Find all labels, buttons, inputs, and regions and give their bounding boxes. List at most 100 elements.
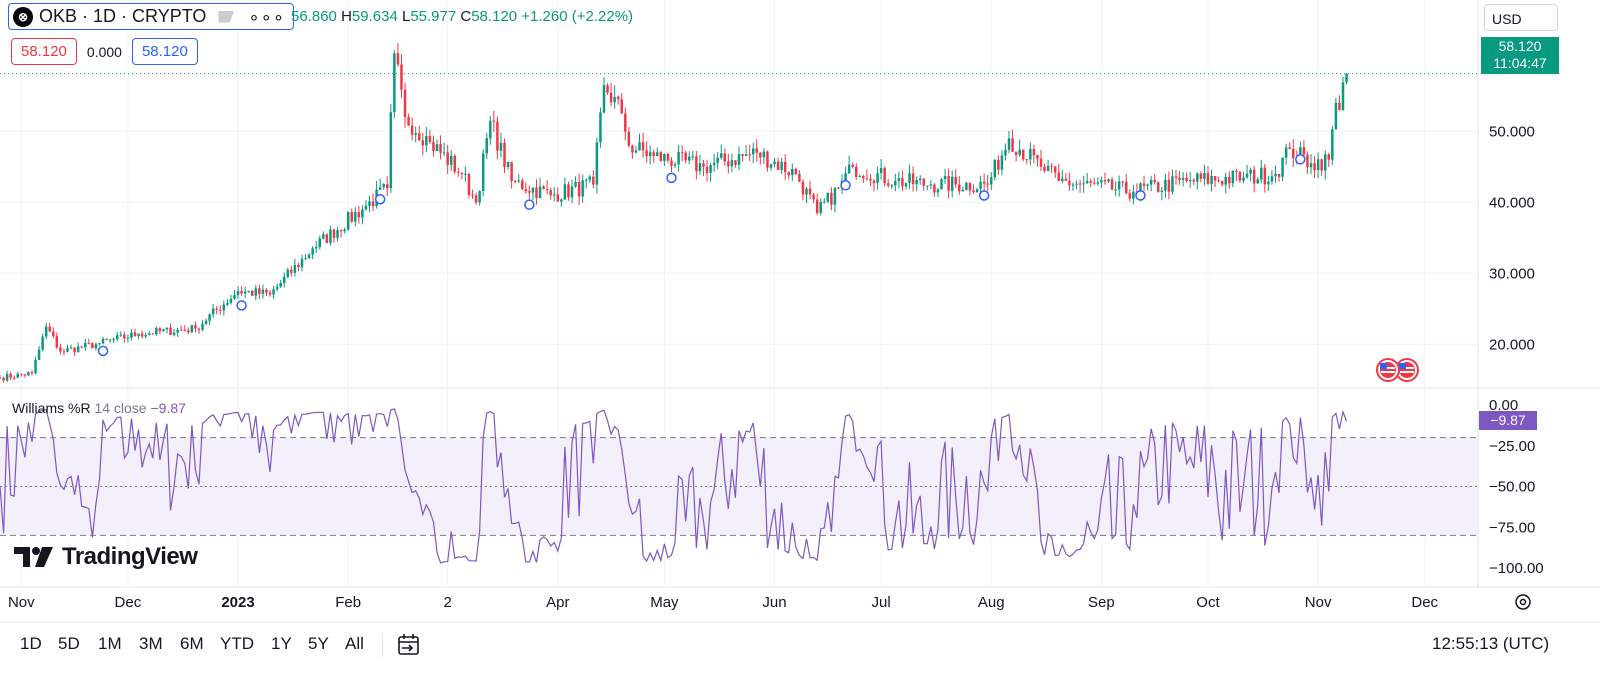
candle-body (744, 154, 748, 156)
candle-body (673, 164, 677, 166)
price-axis-label: 50.000 (1489, 123, 1535, 140)
candle-body (865, 178, 869, 180)
candle-body (677, 152, 680, 165)
range-1m-button[interactable]: 1M (98, 634, 122, 653)
range-5y-button[interactable]: 5Y (308, 634, 329, 653)
candle-body (1199, 173, 1203, 179)
range-1y-button[interactable]: 1Y (271, 634, 292, 653)
candle-body (947, 175, 950, 191)
tradingview-logo-icon (14, 547, 53, 567)
candle-body (577, 181, 581, 197)
goto-date-icon[interactable] (396, 632, 422, 658)
candle-body (282, 276, 286, 284)
candle-body (396, 53, 400, 65)
candle-body (204, 320, 208, 324)
candle-body (371, 201, 375, 207)
time-axis-label: 2023 (221, 594, 254, 611)
candle-body (1323, 154, 1327, 171)
candle-body (1220, 180, 1224, 185)
candle-body (1267, 181, 1270, 185)
candle-body (1036, 155, 1039, 159)
candle-body (69, 347, 73, 349)
candle-body (236, 291, 240, 296)
candle-body (318, 238, 322, 248)
currency-selector[interactable]: USD (1484, 4, 1558, 31)
economic-events[interactable] (1374, 357, 1422, 390)
candle-body (602, 85, 606, 113)
candle-body (1085, 181, 1089, 184)
candle-body (556, 194, 560, 202)
candle-body (826, 192, 830, 202)
candle-body (179, 329, 183, 331)
candle-body (979, 181, 982, 189)
candle-body (467, 173, 471, 195)
candle-body (112, 339, 115, 341)
candle-body (400, 64, 403, 90)
candle-body (506, 162, 510, 167)
tradingview-logo[interactable]: TradingView (14, 543, 198, 571)
candle-body (197, 328, 201, 330)
range-all-button[interactable]: All (345, 634, 364, 653)
range-3m-button[interactable]: 3M (139, 634, 163, 653)
candle-body (695, 156, 698, 172)
range-ytd-button[interactable]: YTD (220, 634, 254, 653)
candle-body (52, 331, 55, 337)
high-label: H (341, 8, 352, 25)
candle-body (1082, 183, 1085, 185)
candle-body (492, 120, 496, 122)
sell-button[interactable]: 58.120 (11, 38, 77, 65)
candle-body (592, 176, 595, 185)
candle-body (1121, 181, 1124, 183)
candle-body (194, 325, 197, 329)
candle-body (1014, 151, 1018, 155)
candle-body (1093, 182, 1096, 184)
candle-body (1053, 166, 1057, 173)
candle-body (1217, 180, 1220, 182)
indicator-legend[interactable]: Williams %R 14 close −9.87 (12, 400, 186, 416)
candle-body (730, 160, 734, 167)
flag-icon[interactable] (218, 10, 235, 23)
symbol-selector[interactable]: ⊗ OKB · 1D · CRYPTO ∘∘∘ (8, 3, 295, 30)
candle-body (208, 314, 211, 321)
candle-body (1075, 183, 1078, 185)
candle-body (233, 295, 236, 299)
symbol-title: OKB · 1D · CRYPTO (39, 6, 207, 26)
range-1d-button[interactable]: 1D (20, 634, 42, 653)
candle-body (904, 182, 908, 187)
candle-body (659, 152, 663, 161)
candle-body (812, 194, 815, 200)
candle-body (9, 373, 12, 378)
candle-body (780, 161, 783, 170)
candle-body (1238, 171, 1242, 181)
candle-body (265, 289, 268, 293)
candle-body (485, 138, 488, 154)
range-5d-button[interactable]: 5D (58, 634, 80, 653)
candle-body (965, 182, 968, 190)
candle-body (329, 229, 332, 243)
candle-body (361, 209, 364, 218)
candle-body (751, 148, 755, 155)
indicator-axis-label: −100.00 (1489, 560, 1544, 577)
candle-body (421, 140, 425, 146)
more-options-icon[interactable]: ∘∘∘ (248, 6, 286, 27)
candle-body (478, 190, 481, 203)
candle-body (595, 142, 599, 185)
candle-body (1313, 163, 1316, 170)
range-6m-button[interactable]: 6M (180, 634, 204, 653)
candle-body (275, 286, 279, 290)
candle-body (311, 248, 314, 255)
candle-body (66, 348, 69, 352)
candle-body (496, 121, 499, 151)
candle-body (1153, 179, 1156, 183)
candle-body (1000, 155, 1004, 170)
candle-body (471, 194, 474, 196)
candle-body (279, 283, 282, 287)
candle-body (151, 333, 155, 335)
utc-clock[interactable]: 12:55:13 (UTC) (1432, 634, 1550, 653)
candle-body (1274, 173, 1277, 177)
time-axis-label: Dec (1411, 594, 1438, 611)
buy-button[interactable]: 58.120 (131, 38, 198, 65)
candle-body (240, 291, 243, 294)
low-value: 55.977 (410, 8, 457, 25)
